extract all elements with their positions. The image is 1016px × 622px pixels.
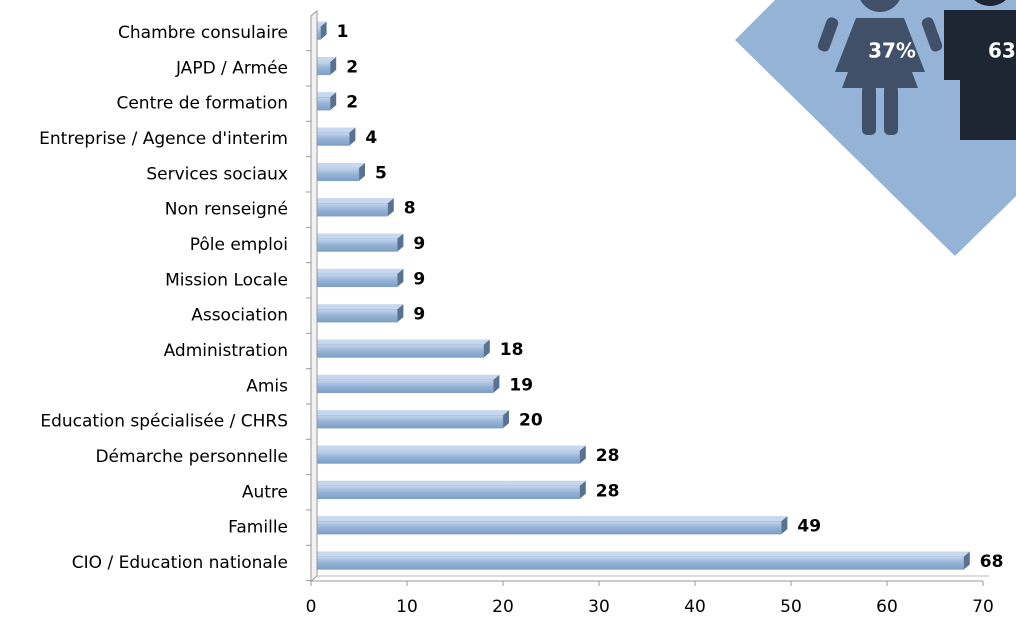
y-tick-label: Démarche personnelle — [95, 447, 288, 467]
value-label: 8 — [404, 199, 416, 219]
bar-top — [311, 516, 788, 522]
bar-top — [311, 233, 404, 239]
value-label: 9 — [413, 269, 425, 289]
bar-end — [963, 551, 970, 570]
bar — [310, 520, 782, 535]
bar — [310, 414, 504, 429]
bar-top — [311, 480, 586, 486]
y-tick-label: Centre de formation — [116, 94, 288, 114]
x-tick-label: 10 — [396, 597, 418, 617]
bar — [310, 379, 494, 394]
y-tick-label: Chambre consulaire — [118, 23, 288, 43]
axis-wall — [310, 9, 318, 583]
bar — [310, 308, 398, 323]
y-tick-label: Amis — [246, 376, 288, 396]
bar-end — [330, 92, 337, 111]
decoration: 37% 63 — [735, 0, 1016, 256]
bar-end — [781, 516, 788, 535]
bar — [310, 238, 398, 252]
value-label: 19 — [509, 375, 533, 395]
y-tick-label: Autre — [242, 482, 288, 502]
y-tick-label: CIO / Education nationale — [72, 553, 288, 573]
x-tick-label: 0 — [306, 597, 317, 617]
bar — [310, 167, 360, 182]
x-tick-label: 70 — [972, 597, 994, 617]
bar-top — [311, 410, 509, 416]
bar — [310, 344, 485, 358]
y-tick-label: Administration — [164, 341, 288, 361]
value-label: 2 — [346, 57, 358, 77]
female-icon — [817, 0, 943, 135]
value-label: 1 — [337, 22, 349, 42]
y-tick-label: Mission Locale — [165, 270, 288, 290]
bar-end — [397, 268, 404, 287]
bar-top — [311, 162, 365, 168]
x-tick-label: 30 — [588, 597, 610, 617]
bar-end — [503, 410, 509, 429]
y-tick-label: Services sociaux — [146, 164, 288, 184]
bar-end — [397, 304, 404, 323]
value-label: 49 — [797, 517, 821, 537]
y-tick-label: Non renseigné — [165, 200, 288, 220]
value-label: 68 — [980, 552, 1004, 572]
bar — [310, 485, 581, 500]
x-tick-label: 50 — [780, 597, 802, 617]
male-percent: 63 — [988, 39, 1016, 63]
bar-top — [311, 304, 404, 310]
male-icon — [944, 0, 1016, 140]
value-label: 18 — [500, 340, 524, 360]
bar-top — [311, 445, 586, 451]
bar-end — [387, 198, 394, 217]
y-tick-label: JAPD / Armée — [175, 58, 288, 78]
value-label: 5 — [375, 163, 387, 183]
bar — [310, 450, 581, 464]
value-label: 28 — [596, 481, 620, 501]
y-tick-label: Pôle emploi — [190, 235, 288, 255]
value-label: 28 — [596, 446, 620, 466]
bar-end — [579, 480, 586, 499]
bar-top — [311, 127, 356, 133]
value-label: 9 — [413, 234, 425, 254]
bar-end — [320, 21, 327, 40]
bar-top — [311, 551, 970, 557]
value-label: 9 — [413, 305, 425, 325]
bar — [310, 273, 398, 288]
bar-end — [349, 127, 356, 146]
value-label: 2 — [346, 93, 358, 113]
bar-top — [311, 339, 490, 345]
bar-end — [330, 56, 337, 75]
y-tick-label: Education spécialisée / CHRS — [40, 412, 288, 432]
bar-top — [311, 268, 404, 274]
bar-end — [359, 162, 365, 181]
y-tick-label: Association — [191, 306, 288, 326]
y-tick-label: Famille — [228, 518, 288, 538]
bar-end — [579, 445, 586, 464]
value-label: 4 — [365, 128, 377, 148]
bar-top — [311, 198, 394, 204]
x-tick-label: 20 — [492, 597, 514, 617]
bar — [310, 556, 965, 570]
bar-top — [311, 374, 500, 380]
bar-end — [493, 374, 500, 393]
bar-end — [483, 339, 490, 358]
bar-end — [397, 233, 404, 252]
x-tick-label: 40 — [684, 597, 706, 617]
y-tick-label: Entreprise / Agence d'interim — [39, 129, 288, 149]
female-percent: 37% — [868, 39, 916, 63]
bar — [310, 202, 389, 217]
x-tick-label: 60 — [876, 597, 898, 617]
value-label: 20 — [519, 411, 543, 431]
